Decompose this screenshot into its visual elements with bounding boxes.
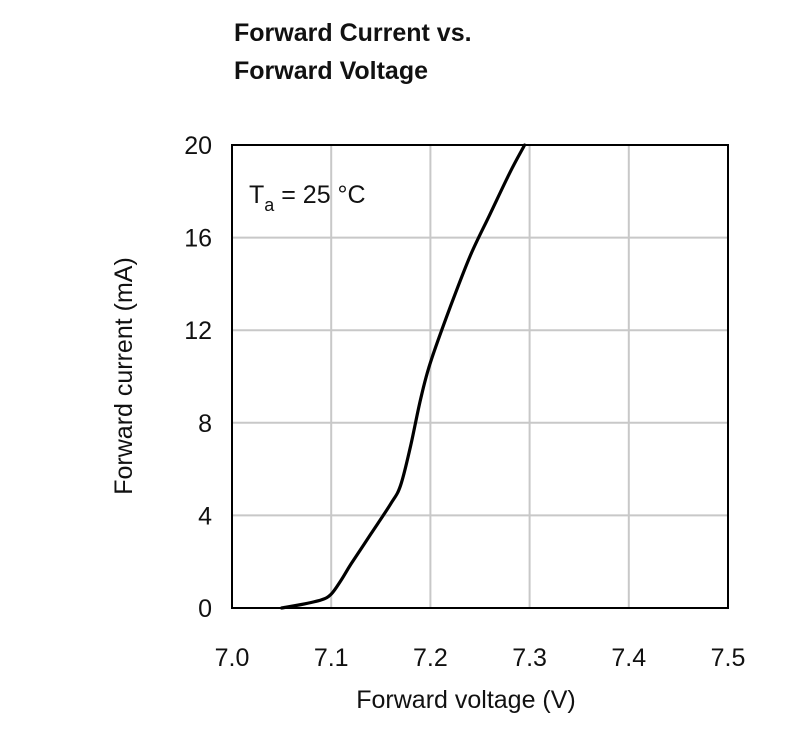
x-tick-label: 7.2: [413, 644, 448, 672]
y-tick-label: 0: [198, 595, 212, 623]
y-tick-label: 16: [184, 225, 212, 253]
x-tick-label: 7.1: [314, 644, 349, 672]
x-tick-labels: 7.0 7.1 7.2 7.3 7.4 7.5: [215, 644, 746, 672]
y-tick-label: 20: [184, 132, 212, 160]
y-tick-label: 8: [198, 410, 212, 438]
x-tick-label: 7.5: [711, 644, 746, 672]
y-tick-label: 4: [198, 502, 212, 530]
x-axis-label: Forward voltage (V): [356, 686, 576, 714]
x-tick-label: 7.0: [215, 644, 250, 672]
grid-lines: [231, 144, 729, 609]
y-axis-label: Forward current (mA): [110, 257, 138, 495]
y-tick-label: 12: [184, 317, 212, 345]
x-tick-label: 7.4: [611, 644, 646, 672]
series-line: [280, 143, 527, 610]
y-tick-labels: 0 4 8 12 16 20: [184, 132, 212, 623]
temperature-annotation: Ta = 25 °C: [249, 181, 366, 215]
x-tick-label: 7.3: [512, 644, 547, 672]
plot-frame: [231, 144, 729, 609]
chart-title: Forward Current vs. Forward Voltage: [234, 14, 472, 90]
chart-title-line-1: Forward Current vs.: [234, 19, 472, 47]
chart-title-line-2: Forward Voltage: [234, 57, 429, 85]
